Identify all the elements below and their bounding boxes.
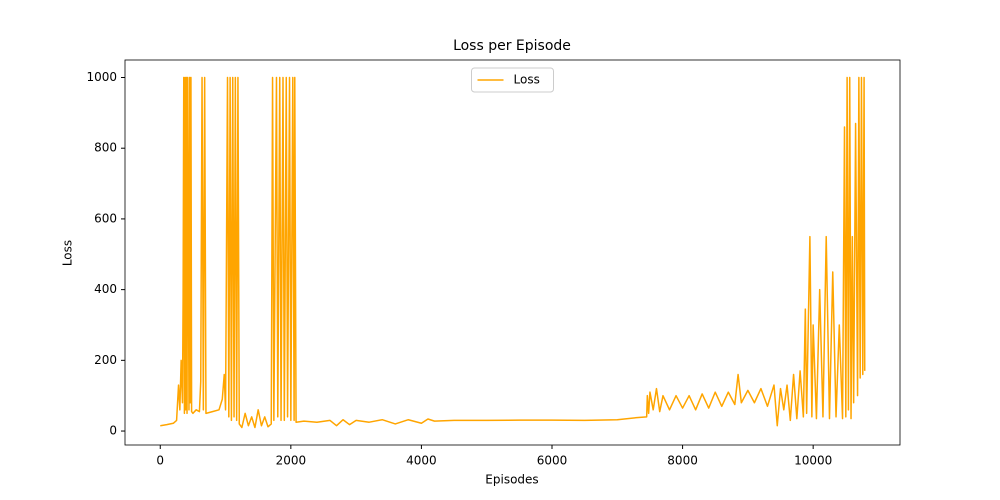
x-tick-label: 0 bbox=[156, 454, 164, 468]
plot-frame bbox=[124, 59, 901, 446]
chart-title: Loss per Episode bbox=[453, 38, 571, 54]
x-axis-label: Episodes bbox=[485, 473, 538, 487]
legend: Loss bbox=[471, 67, 554, 93]
x-tick-label: 4000 bbox=[406, 454, 437, 468]
y-tick-label: 400 bbox=[94, 282, 117, 296]
y-tick-label: 800 bbox=[94, 141, 117, 155]
x-tick-label: 2000 bbox=[276, 454, 307, 468]
x-tick-label: 8000 bbox=[667, 454, 698, 468]
y-tick-label: 200 bbox=[94, 353, 117, 367]
y-tick-label: 1000 bbox=[86, 70, 117, 84]
x-tick-label: 10000 bbox=[794, 454, 832, 468]
y-tick-label: 0 bbox=[109, 424, 117, 438]
legend-box bbox=[471, 67, 554, 93]
legend-label: Loss bbox=[514, 73, 540, 87]
x-tick-label: 6000 bbox=[537, 454, 568, 468]
y-axis-label: Loss bbox=[61, 240, 75, 266]
loss-line bbox=[160, 76, 866, 429]
y-tick-label: 600 bbox=[94, 211, 117, 225]
